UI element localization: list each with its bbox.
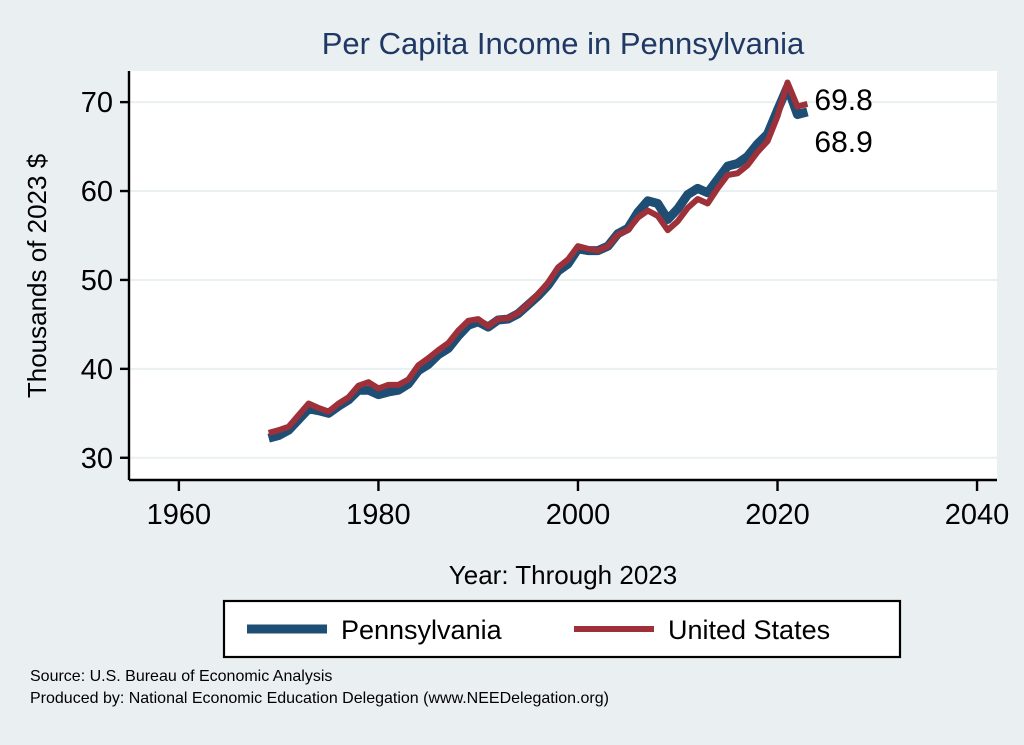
plot-area-background (129, 71, 997, 480)
y-axis: 30 40 50 60 70 (81, 71, 131, 480)
y-axis-title: Thousands of 2023 $ (22, 153, 52, 398)
source-note: Source: U.S. Bureau of Economic Analysis (30, 668, 332, 685)
endpoint-label-pennsylvania: 68.9 (814, 126, 872, 159)
x-axis: 1960 1980 2000 2020 2040 (129, 478, 1010, 531)
y-tick-label-70: 70 (81, 87, 113, 119)
gridlines (129, 101, 997, 459)
x-tick-label-2020: 2020 (745, 499, 810, 531)
produced-by-note: Produced by: National Economic Education… (30, 690, 609, 707)
legend-label-united-states: United States (668, 615, 830, 645)
series-layer (267, 79, 809, 443)
y-tick-label-60: 60 (81, 176, 113, 208)
endpoint-label-united-states: 69.8 (814, 84, 872, 117)
x-tick-label-2000: 2000 (546, 499, 611, 531)
series-line-united-states (267, 79, 809, 436)
legend-item-united-states[interactable]: United States (574, 615, 830, 645)
x-tick-label-1980: 1980 (346, 499, 411, 531)
y-tick-label-40: 40 (81, 354, 113, 386)
endpoint-labels: 69.8 68.9 (814, 84, 872, 159)
page-title: Per Capita Income in Pennsylvania (322, 26, 805, 61)
legend-frame (222, 599, 902, 659)
x-tick-label-1960: 1960 (147, 499, 212, 531)
y-tick-label-30: 30 (81, 443, 113, 475)
y-tick-label-50: 50 (81, 265, 113, 297)
x-tick-label-2040: 2040 (945, 499, 1010, 531)
legend-label-pennsylvania: Pennsylvania (341, 615, 503, 645)
legend: Pennsylvania United States (222, 599, 902, 659)
legend-item-pennsylvania[interactable]: Pennsylvania (247, 615, 503, 645)
x-axis-title: Year: Through 2023 (449, 560, 677, 590)
